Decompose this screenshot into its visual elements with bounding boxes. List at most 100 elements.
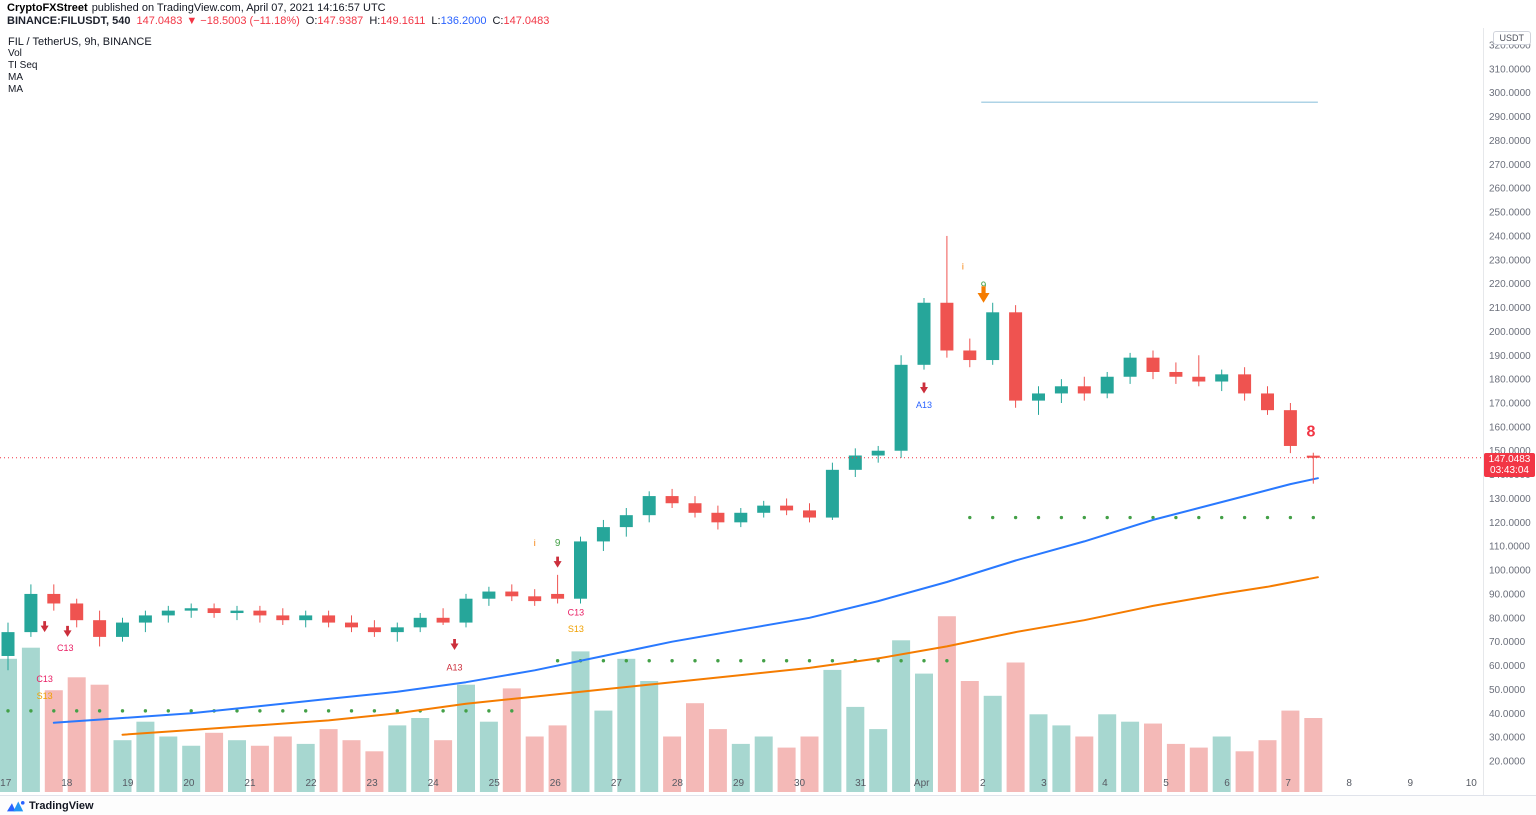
publisher-name: CryptoFXStreet xyxy=(7,2,88,14)
chart-legend: FIL / TetherUS, 9h, BINANCE Vol TI Seq M… xyxy=(8,36,152,96)
svg-text:28: 28 xyxy=(672,778,684,789)
price-axis[interactable]: 320.0000 310.0000 300.0000 290.0000 280.0000… xyxy=(1483,28,1532,795)
svg-text:220.0000: 220.0000 xyxy=(1489,279,1531,290)
candles-layer xyxy=(1,235,1320,671)
svg-text:3: 3 xyxy=(1041,778,1047,789)
legend-ma-2[interactable]: MA xyxy=(8,84,23,95)
svg-text:260.0000: 260.0000 xyxy=(1489,184,1531,195)
svg-text:21: 21 xyxy=(244,778,256,789)
publish-header: CryptoFXStreet published on TradingView.c… xyxy=(7,2,549,28)
annotations-layer: C13 S13 C13 A13 i 9 C13 S13 A13 i 9 8 xyxy=(36,261,1315,701)
svg-text:280.0000: 280.0000 xyxy=(1489,136,1531,147)
svg-text:320.0000: 320.0000 xyxy=(1489,41,1531,52)
tradingview-logo[interactable]: TradingView xyxy=(7,799,94,813)
svg-text:23: 23 xyxy=(367,778,379,789)
svg-text:20: 20 xyxy=(183,778,195,789)
footer-bar: TradingView xyxy=(0,795,1536,815)
svg-text:160.0000: 160.0000 xyxy=(1489,422,1531,433)
legend-ma-1[interactable]: MA xyxy=(8,72,23,83)
svg-text:110.0000: 110.0000 xyxy=(1489,542,1530,553)
candle-countdown: 03:43:04 xyxy=(1490,465,1529,476)
svg-text:C13: C13 xyxy=(36,674,53,684)
svg-text:22: 22 xyxy=(305,778,317,789)
svg-text:24: 24 xyxy=(428,778,440,789)
svg-text:8: 8 xyxy=(1346,778,1352,789)
publish-line: CryptoFXStreet published on TradingView.c… xyxy=(7,2,549,15)
svg-text:190.0000: 190.0000 xyxy=(1489,351,1531,362)
ma-fast-line xyxy=(52,477,1319,724)
svg-text:240.0000: 240.0000 xyxy=(1489,231,1531,242)
svg-text:100.0000: 100.0000 xyxy=(1489,566,1531,577)
svg-text:60.0000: 60.0000 xyxy=(1489,661,1526,672)
svg-text:250.0000: 250.0000 xyxy=(1489,208,1531,219)
price-change: ▼ −18.5003 (−11.18%) xyxy=(186,15,300,27)
svg-text:A13: A13 xyxy=(916,400,932,410)
legend-symbol[interactable]: FIL / TetherUS, 9h, BINANCE xyxy=(8,36,152,48)
svg-text:9: 9 xyxy=(981,280,987,291)
svg-text:50.0000: 50.0000 xyxy=(1489,685,1526,696)
tradingview-logo-icon xyxy=(7,800,25,811)
svg-text:4: 4 xyxy=(1102,778,1108,789)
svg-text:270.0000: 270.0000 xyxy=(1489,160,1531,171)
svg-text:31: 31 xyxy=(855,778,867,789)
svg-text:30.0000: 30.0000 xyxy=(1489,733,1526,744)
legend-ti-seq[interactable]: TI Seq xyxy=(8,60,38,71)
svg-text:29: 29 xyxy=(733,778,745,789)
svg-text:27: 27 xyxy=(611,778,623,789)
svg-text:180.0000: 180.0000 xyxy=(1489,375,1531,386)
svg-text:Apr: Apr xyxy=(914,778,930,789)
svg-text:30: 30 xyxy=(794,778,806,789)
currency-unit-button[interactable]: USDT xyxy=(1492,31,1531,45)
svg-text:7: 7 xyxy=(1285,778,1291,789)
svg-text:26: 26 xyxy=(550,778,562,789)
publish-info: published on TradingView.com, April 07, … xyxy=(91,2,386,14)
svg-text:200.0000: 200.0000 xyxy=(1489,327,1531,338)
svg-text:70.0000: 70.0000 xyxy=(1489,637,1526,648)
close-label: C: xyxy=(492,15,504,27)
high-label: H: xyxy=(369,15,381,27)
svg-text:10: 10 xyxy=(1466,778,1478,789)
svg-text:i: i xyxy=(962,261,964,271)
svg-text:290.0000: 290.0000 xyxy=(1489,112,1531,123)
legend-vol[interactable]: Vol xyxy=(8,48,22,59)
svg-text:40.0000: 40.0000 xyxy=(1489,709,1526,720)
svg-text:90.0000: 90.0000 xyxy=(1489,589,1526,600)
svg-text:8: 8 xyxy=(1307,423,1316,440)
svg-text:310.0000: 310.0000 xyxy=(1489,64,1531,75)
svg-text:130.0000: 130.0000 xyxy=(1489,494,1531,505)
close-value: 147.0483 xyxy=(503,15,550,27)
svg-text:25: 25 xyxy=(489,778,501,789)
time-axis[interactable]: 17 18 19 20 21 22 23 24 25 26 27 28 29 30 31 Apr 2 3 4 5 6 7 8… xyxy=(0,778,1477,789)
svg-text:S13: S13 xyxy=(568,624,584,634)
svg-text:150.0000: 150.0000 xyxy=(1489,446,1531,457)
svg-text:9: 9 xyxy=(555,538,561,549)
svg-text:i: i xyxy=(534,538,536,548)
low-value: 136.2000 xyxy=(440,15,487,27)
svg-text:17: 17 xyxy=(0,778,12,789)
svg-text:18: 18 xyxy=(61,778,73,789)
open-value: 147.9387 xyxy=(317,15,364,27)
svg-text:2: 2 xyxy=(980,778,986,789)
svg-text:300.0000: 300.0000 xyxy=(1489,88,1531,99)
svg-text:S13: S13 xyxy=(37,691,53,701)
symbol-name[interactable]: BINANCE:FILUSDT, 540 xyxy=(7,15,131,27)
svg-text:6: 6 xyxy=(1224,778,1230,789)
last-price-badge: 147.0483 03:43:04 xyxy=(1484,453,1535,477)
svg-text:170.0000: 170.0000 xyxy=(1489,399,1531,410)
symbol-info-line: BINANCE:FILUSDT, 540 147.0483 ▼ −18.5003 (… xyxy=(7,15,549,28)
svg-text:120.0000: 120.0000 xyxy=(1489,518,1531,529)
svg-text:80.0000: 80.0000 xyxy=(1489,613,1526,624)
svg-text:20.0000: 20.0000 xyxy=(1489,757,1526,768)
svg-text:19: 19 xyxy=(122,778,134,789)
svg-text:210.0000: 210.0000 xyxy=(1489,303,1531,314)
open-label: O: xyxy=(305,15,318,27)
last-price-badge-value: 147.0483 xyxy=(1488,454,1531,465)
svg-text:9: 9 xyxy=(1407,778,1413,789)
svg-text:C13: C13 xyxy=(568,607,585,617)
svg-text:5: 5 xyxy=(1163,778,1169,789)
svg-text:C13: C13 xyxy=(57,643,74,653)
svg-text:230.0000: 230.0000 xyxy=(1489,255,1531,266)
volume-layer xyxy=(0,616,1323,792)
